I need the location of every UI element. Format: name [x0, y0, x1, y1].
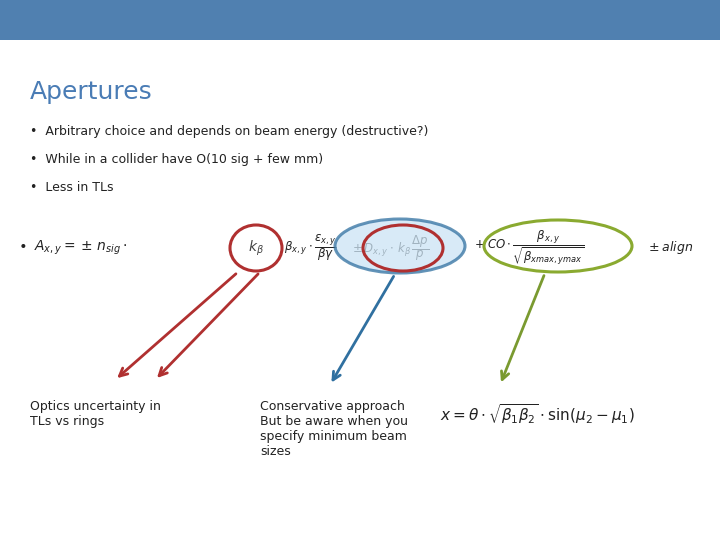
Text: •  Less in TLs: • Less in TLs — [30, 181, 114, 194]
Text: •  While in a collider have O(10 sig + few mm): • While in a collider have O(10 sig + fe… — [30, 153, 323, 166]
Text: $\beta_{x,y} \cdot \dfrac{\epsilon_{x,y}}{\beta\gamma}$: $\beta_{x,y} \cdot \dfrac{\epsilon_{x,y}… — [284, 233, 337, 264]
Bar — [0, 0, 720, 40]
Text: •  Arbitrary choice and depends on beam energy (destructive?): • Arbitrary choice and depends on beam e… — [30, 125, 428, 138]
Text: $\pm \, D_{x,y} \cdot \, k_\beta \, \dfrac{\Delta p}{p}$: $\pm \, D_{x,y} \cdot \, k_\beta \, \dfr… — [352, 233, 429, 263]
Text: Conservative approach
But be aware when you
specify minimum beam
sizes: Conservative approach But be aware when … — [260, 400, 408, 458]
Text: $\bullet \;\; A_{x,y} = \pm \, n_{sig} \cdot$: $\bullet \;\; A_{x,y} = \pm \, n_{sig} \… — [18, 239, 127, 257]
Text: $x = \theta \cdot \sqrt{\beta_1 \beta_2} \cdot \sin(\mu_2 - \mu_1)$: $x = \theta \cdot \sqrt{\beta_1 \beta_2}… — [440, 402, 635, 426]
Text: Optics uncertainty in
TLs vs rings: Optics uncertainty in TLs vs rings — [30, 400, 161, 428]
Text: $\pm \; align$: $\pm \; align$ — [648, 240, 693, 256]
Text: Apertures: Apertures — [30, 80, 153, 104]
Ellipse shape — [335, 219, 465, 273]
Text: $k_\beta$: $k_\beta$ — [248, 238, 264, 258]
Text: $+ \; CO \cdot \dfrac{\beta_{x,y}}{\sqrt{\beta_{xmax,ymax}}}$: $+ \; CO \cdot \dfrac{\beta_{x,y}}{\sqrt… — [474, 228, 585, 267]
